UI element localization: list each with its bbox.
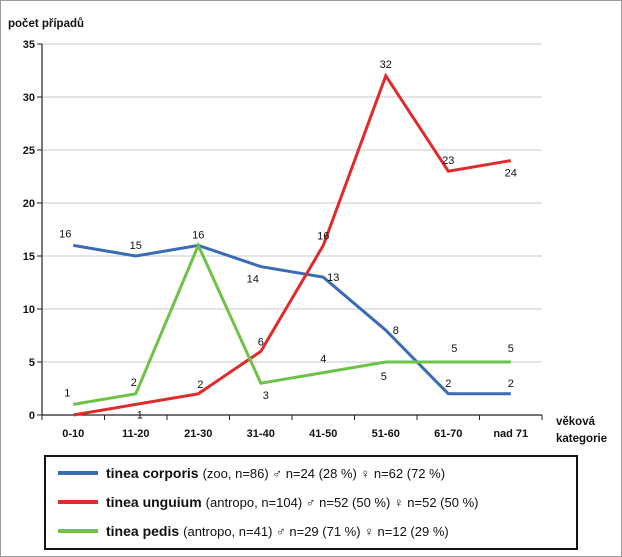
legend-name-tinea-pedis: tinea pedis [106, 523, 180, 539]
x-tick-label-1: 11-20 [122, 428, 150, 440]
legend-detail-tinea-pedis: (antropo, n=41) ♂ n=29 (71 %) ♀ n=12 (29… [183, 523, 449, 539]
data-label-tinea-corporis-4: 13 [327, 272, 339, 284]
y-tick-label-35: 35 [23, 39, 35, 51]
data-label-tinea-pedis-4: 4 [320, 354, 326, 366]
legend-detail-tinea-corporis: (zoo, n=86) ♂ n=24 (28 %) ♀ n=62 (72 %) [202, 465, 446, 481]
data-label-tinea-corporis-0: 16 [59, 228, 71, 240]
data-label-tinea-unguium-1: 1 [137, 409, 143, 421]
x-tick-label-4: 41-50 [309, 428, 337, 440]
legend-entry-tinea-pedis: tinea pedis (antropo, n=41) ♂ n=29 (71 %… [46, 523, 449, 539]
series-line-tinea-pedis [73, 241, 511, 406]
x-tick-label-0: 0-10 [62, 428, 84, 440]
data-label-tinea-pedis-1: 2 [131, 377, 137, 389]
x-axis-title-line1: věková [556, 416, 596, 428]
data-label-tinea-corporis-3: 14 [247, 274, 259, 286]
x-tick-label-2: 21-30 [184, 428, 212, 440]
data-label-tinea-unguium-7: 24 [505, 168, 517, 180]
x-tick-label-3: 31-40 [247, 428, 275, 440]
chart-legend: tinea corporis (zoo, n=86) ♂ n=24 (28 %)… [44, 455, 578, 550]
y-tick-label-10: 10 [23, 304, 35, 316]
data-label-tinea-unguium-2: 2 [197, 379, 203, 391]
data-label-tinea-pedis-0: 1 [64, 387, 70, 399]
y-tick-label-25: 25 [23, 145, 35, 157]
x-tick-label-7: nad 71 [493, 428, 528, 440]
data-label-tinea-unguium-6: 23 [442, 155, 454, 167]
data-label-tinea-unguium-3: 6 [258, 336, 264, 348]
data-label-tinea-pedis-5: 5 [381, 371, 387, 383]
legend-swatch-tinea-corporis [58, 471, 98, 475]
legend-detail-tinea-unguium: (antropo, n=104) ♂ n=52 (50 %) ♀ n=52 (5… [205, 494, 479, 510]
data-label-tinea-corporis-2: 16 [192, 229, 204, 241]
legend-swatch-tinea-pedis [58, 529, 98, 533]
x-tick-label-5: 51-60 [372, 428, 400, 440]
legend-name-tinea-unguium: tinea unguium [106, 494, 202, 510]
y-tick-label-20: 20 [23, 198, 35, 210]
data-label-tinea-unguium-4: 16 [317, 230, 329, 242]
x-axis-title-line2: kategorie [556, 433, 607, 445]
y-axis-title: počet případů [8, 18, 84, 30]
data-label-tinea-corporis-5: 8 [393, 325, 399, 337]
legend-name-tinea-corporis: tinea corporis [106, 465, 199, 481]
legend-entry-tinea-unguium: tinea unguium (antropo, n=104) ♂ n=52 (5… [46, 494, 478, 510]
data-label-tinea-pedis-7: 5 [508, 343, 514, 355]
data-label-tinea-unguium-5: 32 [380, 59, 392, 71]
y-tick-label-5: 5 [29, 357, 35, 369]
data-label-tinea-pedis-3: 3 [263, 390, 269, 402]
y-tick-label-15: 15 [23, 251, 35, 263]
legend-entry-tinea-corporis: tinea corporis (zoo, n=86) ♂ n=24 (28 %)… [46, 465, 445, 481]
data-label-tinea-corporis-7: 2 [508, 378, 514, 390]
data-label-tinea-pedis-6: 5 [451, 343, 457, 355]
y-tick-label-30: 30 [23, 92, 35, 104]
data-label-tinea-corporis-1: 15 [130, 240, 142, 252]
series-line-tinea-unguium [73, 72, 512, 417]
legend-swatch-tinea-unguium [58, 500, 98, 504]
series-line-tinea-corporis [73, 243, 511, 396]
y-tick-label-0: 0 [29, 410, 35, 422]
data-label-tinea-corporis-6: 2 [445, 378, 451, 390]
x-tick-label-6: 61-70 [434, 428, 462, 440]
